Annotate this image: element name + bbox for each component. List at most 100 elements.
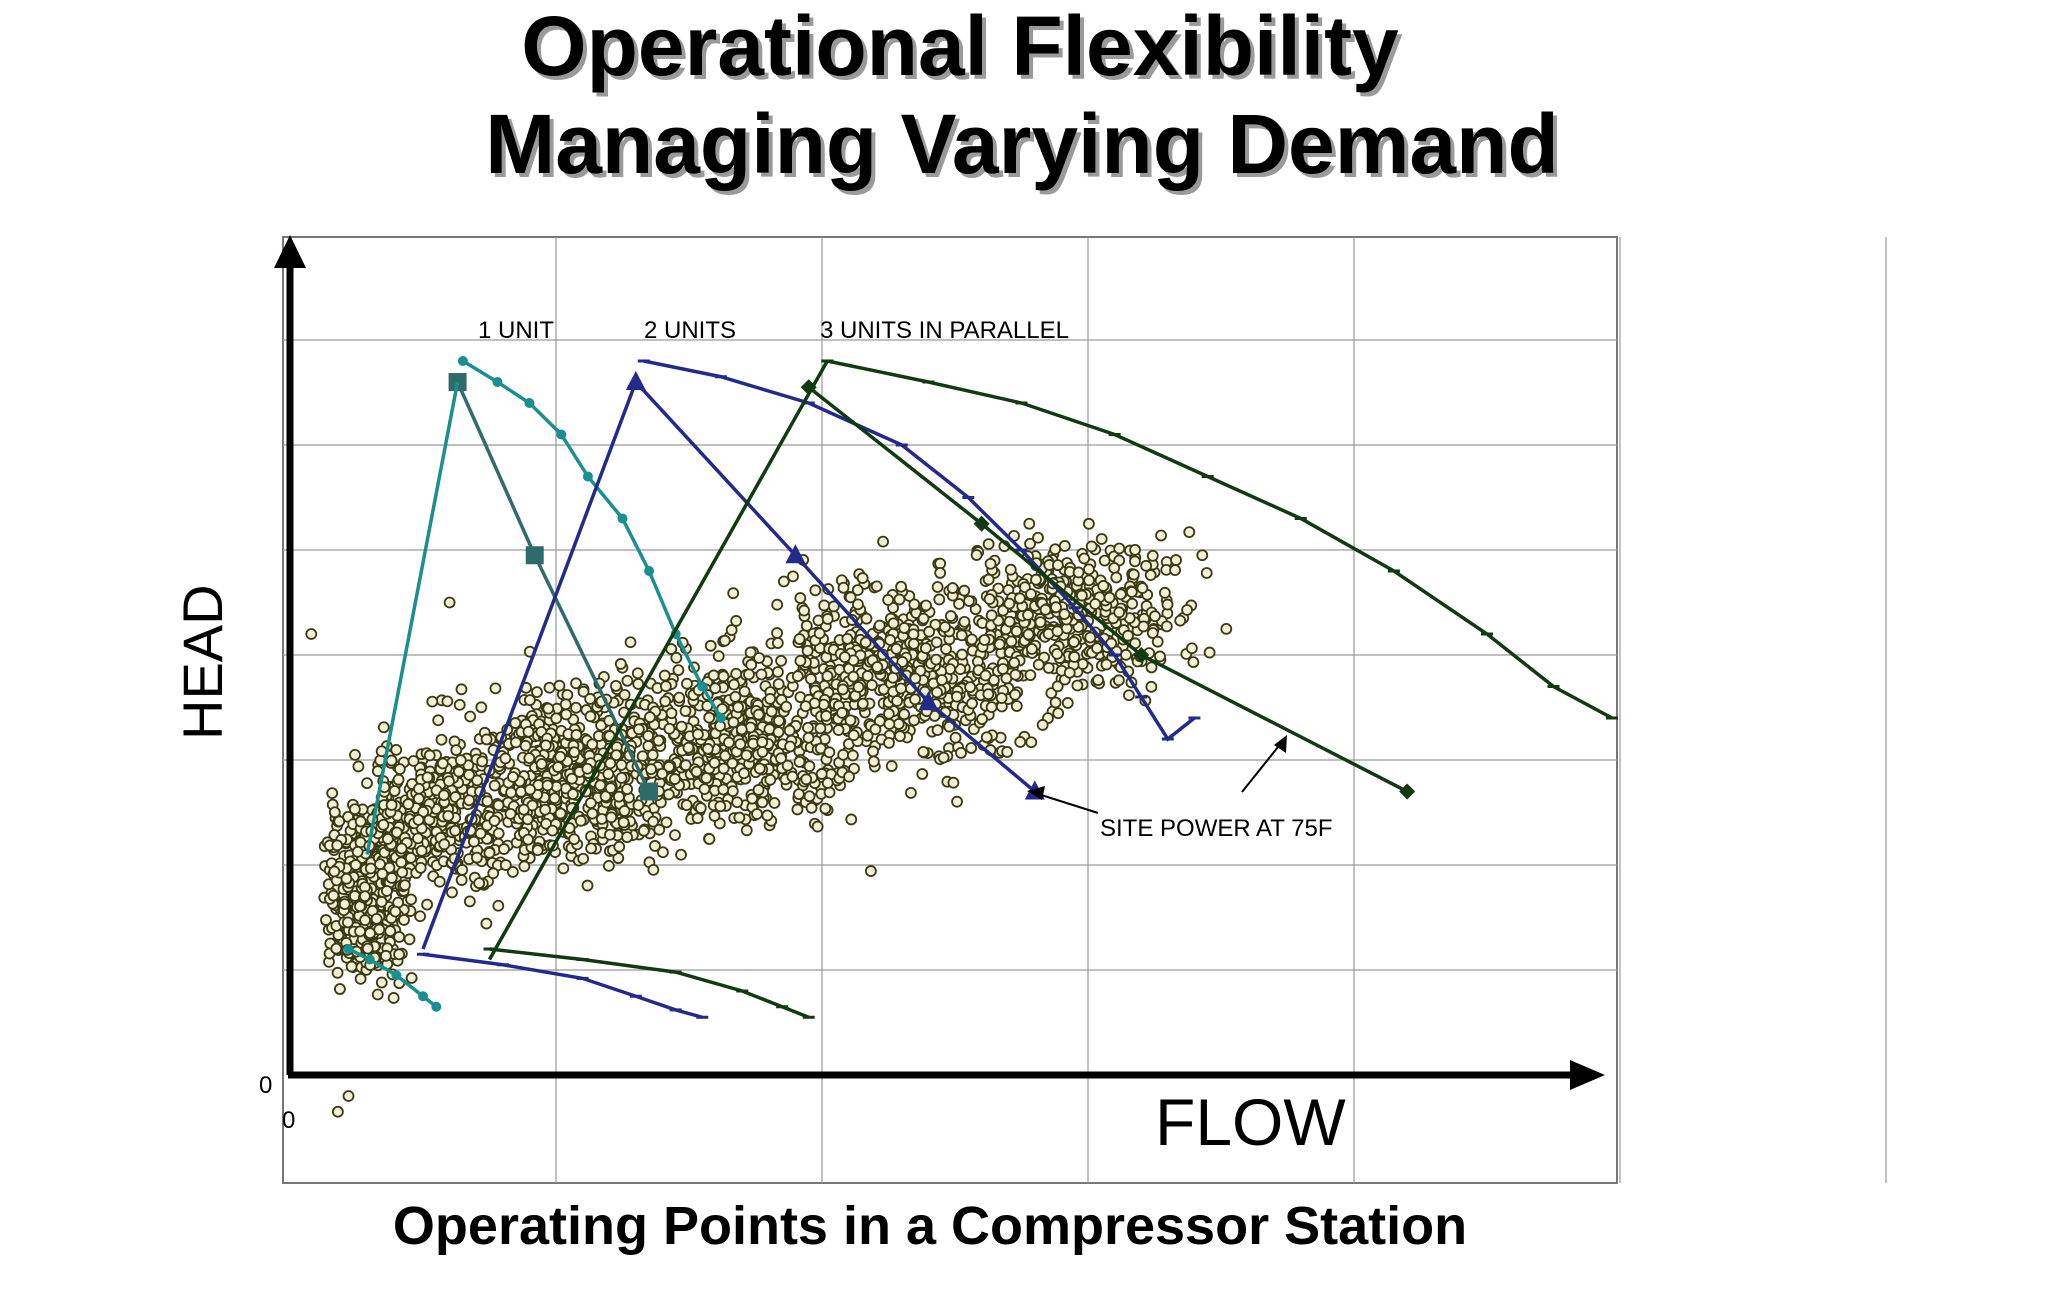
marker-dot	[715, 713, 726, 723]
operating-point	[752, 784, 765, 796]
operating-point	[659, 680, 672, 693]
operating-point	[388, 785, 401, 797]
operating-point	[351, 845, 364, 858]
operating-point	[931, 686, 943, 699]
operating-point	[955, 747, 967, 759]
operating-point	[498, 843, 510, 855]
operating-point	[621, 831, 633, 844]
operating-point	[523, 752, 536, 765]
operating-point	[327, 889, 340, 902]
marker-dot	[343, 944, 354, 954]
operating-point	[473, 877, 486, 890]
operating-point	[978, 634, 991, 646]
operating-point	[1026, 643, 1038, 655]
operating-point	[374, 858, 386, 871]
operating-point	[492, 899, 505, 912]
label-site-power: SITE POWER AT 75F	[1100, 815, 1333, 842]
curve-u3_low	[489, 947, 810, 1019]
operating-point	[726, 757, 739, 770]
operating-point	[738, 767, 750, 780]
operating-point	[412, 832, 424, 845]
operating-point	[586, 807, 599, 820]
marker-dot	[556, 429, 567, 440]
marker-dot	[364, 954, 375, 965]
operating-point	[1030, 573, 1042, 586]
operating-point	[708, 810, 721, 822]
operating-point	[414, 910, 427, 923]
operating-point	[1091, 642, 1103, 655]
operating-point	[786, 770, 799, 783]
operating-point	[1023, 517, 1036, 530]
operating-point	[665, 707, 678, 720]
operating-point	[632, 799, 645, 812]
operating-point	[953, 598, 965, 610]
operating-point	[700, 772, 713, 785]
operating-point	[765, 705, 778, 718]
operating-point	[964, 681, 977, 694]
operating-point	[755, 668, 768, 681]
operating-point	[653, 823, 666, 836]
operating-point	[727, 716, 740, 729]
operating-point	[1112, 674, 1125, 687]
operating-point	[1009, 668, 1022, 681]
operating-point	[483, 846, 496, 859]
operating-point	[980, 731, 993, 744]
operating-point	[668, 773, 681, 785]
operating-point	[1013, 592, 1026, 605]
operating-point	[663, 722, 676, 735]
operating-point	[376, 867, 389, 880]
operating-point	[898, 622, 911, 634]
operating-point	[446, 886, 458, 899]
operating-point	[581, 762, 594, 775]
operating-point	[521, 813, 534, 826]
operating-point	[1185, 642, 1198, 655]
operating-point	[864, 865, 877, 877]
operating-point	[1113, 542, 1126, 555]
operating-point	[946, 582, 959, 594]
operating-point	[1010, 625, 1023, 638]
operating-point	[375, 976, 388, 989]
operating-point	[660, 816, 673, 829]
marker-dot	[644, 566, 655, 576]
y-axis-label: HEAD	[171, 584, 234, 740]
operating-point	[735, 723, 748, 736]
operating-point	[449, 824, 462, 837]
operating-point	[1113, 606, 1126, 619]
operating-point	[584, 693, 597, 705]
operating-point	[1049, 696, 1062, 709]
operating-point	[570, 729, 583, 741]
operating-point	[331, 966, 344, 979]
operating-point	[637, 824, 650, 837]
operating-point	[682, 741, 695, 754]
operating-point	[541, 779, 554, 792]
operating-point	[354, 815, 367, 828]
operating-point	[602, 768, 615, 780]
operating-point	[432, 714, 445, 727]
operating-point	[570, 701, 582, 714]
operating-point	[827, 600, 840, 613]
operating-point	[1126, 597, 1139, 610]
operating-point	[568, 746, 581, 759]
y-axis-arrowhead	[274, 235, 306, 268]
operating-point	[554, 750, 567, 763]
operating-point	[621, 674, 634, 687]
operating-point	[768, 797, 781, 809]
operating-point	[481, 795, 494, 808]
operating-point	[669, 829, 681, 842]
operating-point	[801, 644, 814, 657]
operating-point	[775, 752, 787, 765]
operating-point	[658, 669, 671, 682]
operating-point	[781, 759, 794, 772]
operating-point	[944, 610, 957, 622]
operating-point	[717, 762, 730, 775]
operating-point	[819, 802, 832, 815]
operating-point	[1158, 586, 1171, 599]
operating-point	[553, 679, 566, 692]
operating-point	[377, 721, 390, 734]
operating-point	[421, 771, 434, 784]
operating-point	[480, 733, 493, 746]
operating-point	[392, 773, 405, 786]
operating-point	[663, 760, 675, 773]
operating-point	[1114, 588, 1127, 601]
operating-point	[823, 746, 836, 759]
